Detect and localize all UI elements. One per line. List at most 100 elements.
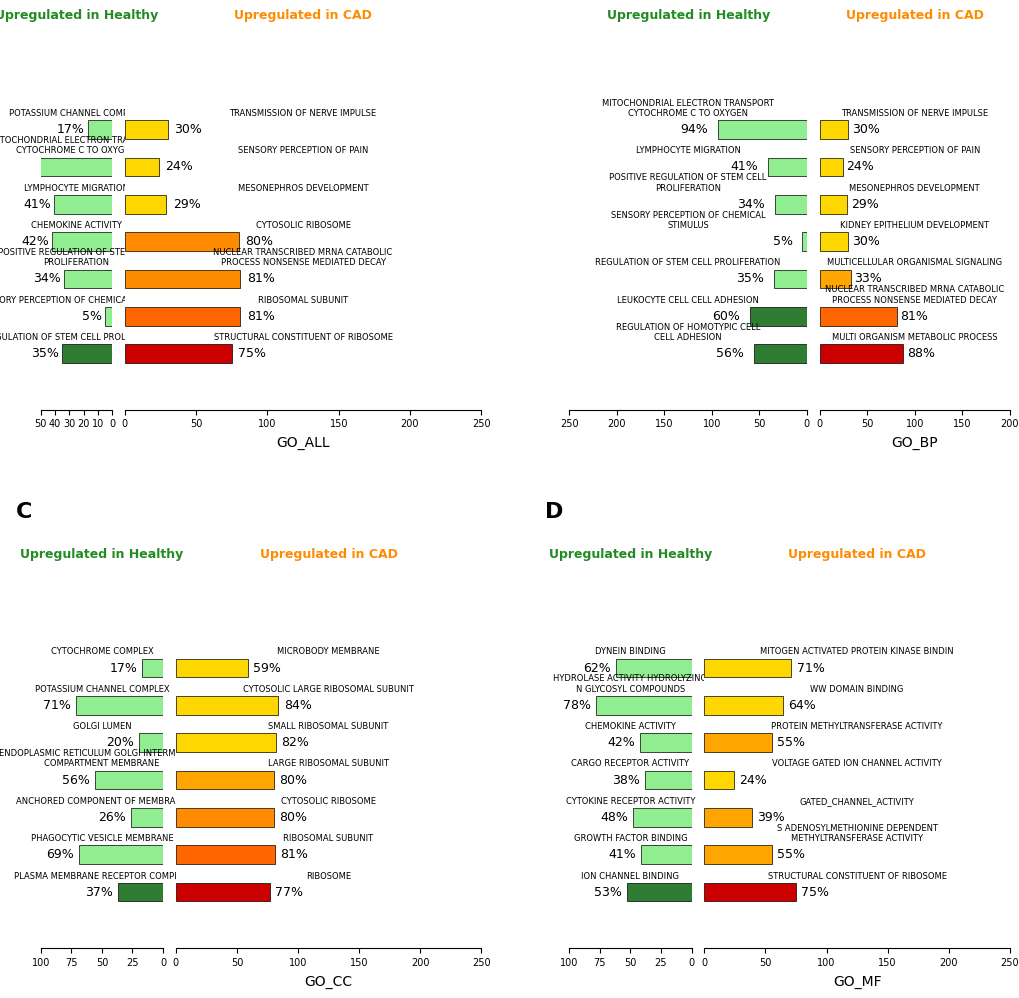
Bar xyxy=(644,770,691,789)
Bar xyxy=(819,233,848,250)
Text: CYTOSOLIC RIBOSOME: CYTOSOLIC RIBOSOME xyxy=(256,221,351,230)
Text: MESONEPHROS DEVELOPMENT: MESONEPHROS DEVELOPMENT xyxy=(237,184,368,193)
Bar xyxy=(801,233,806,250)
Text: 26%: 26% xyxy=(99,811,126,824)
Text: POTASSIUM CHANNEL COMPLEX: POTASSIUM CHANNEL COMPLEX xyxy=(9,109,144,118)
Bar xyxy=(819,195,847,214)
Title: Upregulated in Healthy: Upregulated in Healthy xyxy=(20,548,183,561)
Bar xyxy=(63,269,112,288)
Text: RIBOSOMAL SUBUNIT: RIBOSOMAL SUBUNIT xyxy=(258,295,347,304)
Title: Upregulated in CAD: Upregulated in CAD xyxy=(260,548,397,561)
Text: C: C xyxy=(16,502,33,522)
Text: S ADENOSYLMETHIONINE DEPENDENT
METHYLTRANSFERASE ACTIVITY: S ADENOSYLMETHIONINE DEPENDENT METHYLTRA… xyxy=(775,823,936,843)
Bar xyxy=(124,233,238,250)
Text: 24%: 24% xyxy=(165,161,193,174)
Text: 38%: 38% xyxy=(611,773,640,786)
Bar xyxy=(704,770,733,789)
Text: MITOGEN ACTIVATED PROTEIN KINASE BINDIN: MITOGEN ACTIVATED PROTEIN KINASE BINDIN xyxy=(759,648,953,657)
Text: 35%: 35% xyxy=(736,272,763,285)
Text: SENSORY PERCEPTION OF CHEMICAL STIMULUS: SENSORY PERCEPTION OF CHEMICAL STIMULUS xyxy=(0,295,175,304)
Text: MITOCHONDRIAL ELECTRON TRANSPORT
CYTOCHROME C TO OXYGEN: MITOCHONDRIAL ELECTRON TRANSPORT CYTOCHR… xyxy=(0,136,162,156)
Text: 82%: 82% xyxy=(281,737,309,749)
Text: 71%: 71% xyxy=(796,662,823,675)
Text: 81%: 81% xyxy=(280,848,308,861)
Bar xyxy=(175,770,273,789)
Text: CARGO RECEPTOR ACTIVITY: CARGO RECEPTOR ACTIVITY xyxy=(571,759,689,768)
Text: MICROBODY MEMBRANE: MICROBODY MEMBRANE xyxy=(277,648,379,657)
Bar xyxy=(124,269,240,288)
Text: POSITIVE REGULATION OF STEM CELL
PROLIFERATION: POSITIVE REGULATION OF STEM CELL PROLIFE… xyxy=(0,248,155,267)
Bar xyxy=(819,158,842,177)
Bar xyxy=(62,344,112,363)
Text: 24%: 24% xyxy=(845,161,873,174)
Text: SENSORY PERCEPTION OF PAIN: SENSORY PERCEPTION OF PAIN xyxy=(237,147,368,156)
Text: 5%: 5% xyxy=(772,236,792,249)
Bar xyxy=(704,845,770,864)
X-axis label: GO_CC: GO_CC xyxy=(304,975,353,989)
Text: 88%: 88% xyxy=(906,347,933,360)
Bar xyxy=(767,158,806,177)
Text: D: D xyxy=(544,502,562,522)
Bar xyxy=(641,845,691,864)
Text: GOLGI LUMEN: GOLGI LUMEN xyxy=(72,723,131,732)
Text: 53%: 53% xyxy=(593,885,622,898)
Text: 55%: 55% xyxy=(776,848,804,861)
Text: PHAGOCYTIC VESICLE MEMBRANE: PHAGOCYTIC VESICLE MEMBRANE xyxy=(31,834,173,843)
Text: HYDROLASE ACTIVITY HYDROLYZING
N GLYCOSYL COMPOUNDS: HYDROLASE ACTIVITY HYDROLYZING N GLYCOSY… xyxy=(553,675,707,694)
Text: ANCHORED COMPONENT OF MEMBRANE: ANCHORED COMPONENT OF MEMBRANE xyxy=(16,796,187,805)
X-axis label: GO_ALL: GO_ALL xyxy=(276,436,329,450)
Bar xyxy=(175,883,270,901)
Text: TRANSMISSION OF NERVE IMPULSE: TRANSMISSION OF NERVE IMPULSE xyxy=(841,109,987,118)
Text: 60%: 60% xyxy=(712,309,740,322)
Bar xyxy=(142,659,163,678)
Text: 77%: 77% xyxy=(275,885,303,898)
Text: 41%: 41% xyxy=(730,161,758,174)
Text: KIDNEY EPITHELIUM DEVELOPMENT: KIDNEY EPITHELIUM DEVELOPMENT xyxy=(840,221,988,230)
Text: CHEMOKINE ACTIVITY: CHEMOKINE ACTIVITY xyxy=(585,723,676,732)
Title: Upregulated in CAD: Upregulated in CAD xyxy=(845,9,982,22)
Text: SMALL RIBOSOMAL SUBUNIT: SMALL RIBOSOMAL SUBUNIT xyxy=(268,723,388,732)
Bar xyxy=(52,233,112,250)
Bar xyxy=(704,808,751,826)
Text: 17%: 17% xyxy=(57,123,85,136)
Text: MESONEPHROS DEVELOPMENT: MESONEPHROS DEVELOPMENT xyxy=(849,184,979,193)
Bar xyxy=(772,269,806,288)
Text: 71%: 71% xyxy=(44,699,71,712)
Text: 37%: 37% xyxy=(85,885,113,898)
Text: 78%: 78% xyxy=(562,699,591,712)
Bar xyxy=(88,120,112,139)
Text: STRUCTURAL CONSTITUENT OF RIBOSOME: STRUCTURAL CONSTITUENT OF RIBOSOME xyxy=(213,333,392,342)
Text: 48%: 48% xyxy=(599,811,628,824)
Bar xyxy=(717,120,806,139)
Text: 75%: 75% xyxy=(238,347,266,360)
Title: Upregulated in Healthy: Upregulated in Healthy xyxy=(548,548,711,561)
Text: 17%: 17% xyxy=(109,662,138,675)
Text: 33%: 33% xyxy=(854,272,881,285)
Text: 20%: 20% xyxy=(106,737,133,749)
Text: 75%: 75% xyxy=(801,885,828,898)
Text: POTASSIUM CHANNEL COMPLEX: POTASSIUM CHANNEL COMPLEX xyxy=(35,685,169,694)
Text: PLASMA MEMBRANE RECEPTOR COMPLEX: PLASMA MEMBRANE RECEPTOR COMPLEX xyxy=(14,871,190,880)
Bar xyxy=(124,307,240,325)
Bar xyxy=(0,158,112,177)
Text: 30%: 30% xyxy=(851,123,878,136)
Text: 69%: 69% xyxy=(46,848,73,861)
Bar xyxy=(78,845,163,864)
Text: SENSORY PERCEPTION OF PAIN: SENSORY PERCEPTION OF PAIN xyxy=(849,147,979,156)
Text: 30%: 30% xyxy=(851,236,878,249)
Text: MITOCHONDRIAL ELECTRON TRANSPORT
CYTOCHROME C TO OXYGEN: MITOCHONDRIAL ELECTRON TRANSPORT CYTOCHR… xyxy=(601,99,773,118)
Text: RIBOSOMAL SUBUNIT: RIBOSOMAL SUBUNIT xyxy=(283,834,373,843)
Bar xyxy=(704,883,795,901)
Text: 34%: 34% xyxy=(737,198,764,211)
Text: NUCLEAR TRANSCRIBED MRNA CATABOLIC
PROCESS NONSENSE MEDIATED DECAY: NUCLEAR TRANSCRIBED MRNA CATABOLIC PROCE… xyxy=(824,285,1004,304)
Text: 5%: 5% xyxy=(82,309,102,322)
Text: 24%: 24% xyxy=(739,773,766,786)
Bar xyxy=(117,883,163,901)
Text: GROWTH FACTOR BINDING: GROWTH FACTOR BINDING xyxy=(573,834,687,843)
Text: NUCLEAR TRANSCRIBED MRNA CATABOLIC
PROCESS NONSENSE MEDIATED DECAY: NUCLEAR TRANSCRIBED MRNA CATABOLIC PROCE… xyxy=(213,248,392,267)
Bar xyxy=(124,195,166,214)
Text: 56%: 56% xyxy=(62,773,90,786)
Text: ENDOPLASMIC RETICULUM GOLGI INTERMEDIATE
COMPARTMENT MEMBRANE: ENDOPLASMIC RETICULUM GOLGI INTERMEDIATE… xyxy=(0,749,205,768)
Text: 84%: 84% xyxy=(283,699,312,712)
Bar xyxy=(124,344,231,363)
